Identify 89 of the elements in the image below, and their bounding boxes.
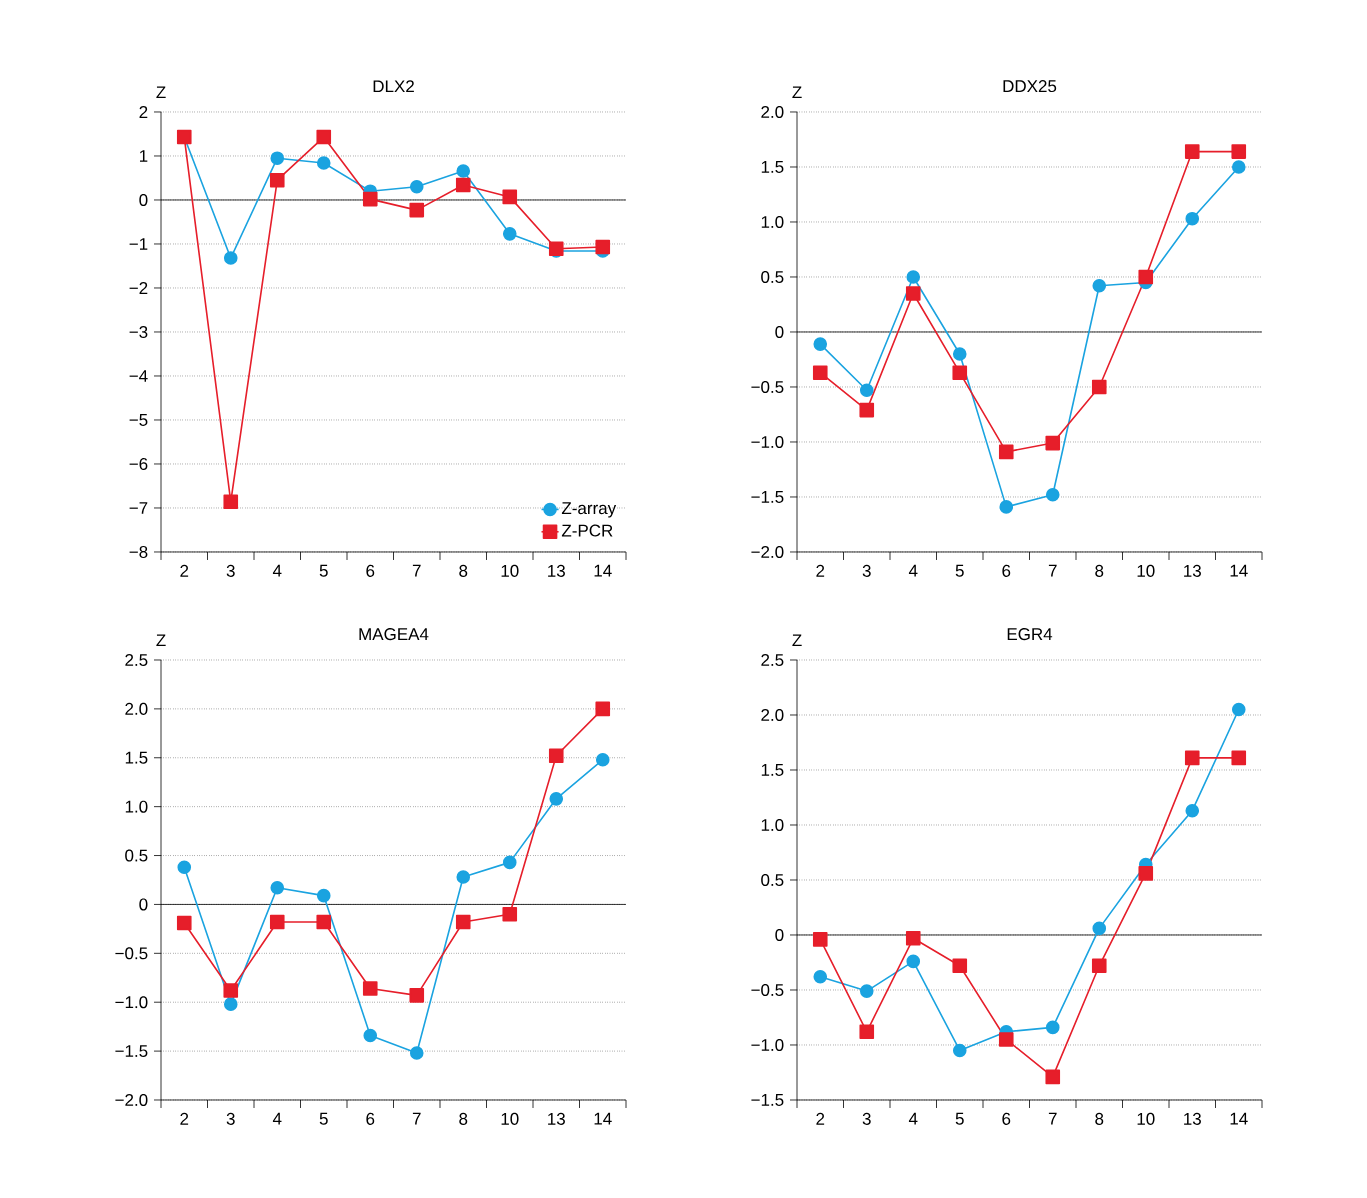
chart-title: DLX2 — [373, 80, 414, 93]
y-tick-label: −0.5 — [751, 380, 784, 394]
y-tick-label: −2.0 — [115, 1093, 148, 1107]
y-tick-label: 2.0 — [761, 708, 784, 722]
x-tick-label: 13 — [1184, 1112, 1201, 1125]
y-tick-label: 1.0 — [761, 215, 784, 229]
y-tick-label: −1 — [129, 238, 148, 250]
chart-title: EGR4 — [1007, 628, 1053, 641]
y-tick-label: −1.5 — [115, 1045, 148, 1058]
x-tick-label: 13 — [548, 1112, 565, 1125]
x-tick-label: 14 — [1230, 1112, 1248, 1125]
y-tick-label: −8 — [129, 545, 148, 559]
y-tick-label: −3 — [129, 325, 148, 339]
y-tick-label: 0 — [775, 928, 784, 942]
x-tick-label: 7 — [412, 1112, 421, 1125]
y-tick-label: −2.0 — [751, 545, 784, 559]
x-tick-label: 6 — [1002, 1112, 1011, 1125]
x-tick-label: 13 — [1184, 564, 1201, 577]
y-tick-label: 2 — [139, 106, 148, 118]
x-tick-label: 3 — [226, 564, 235, 577]
x-tick-label: 8 — [459, 564, 468, 577]
x-tick-label: 3 — [226, 1112, 235, 1125]
x-tick-label: 10 — [501, 564, 519, 577]
y-axis-title: Z — [792, 634, 802, 647]
x-tick-label: 5 — [319, 1112, 328, 1125]
x-tick-label: 6 — [366, 1112, 375, 1125]
y-tick-label: 0 — [775, 325, 784, 339]
x-tick-label: 3 — [862, 1112, 871, 1125]
chart-title: MAGEA4 — [359, 628, 429, 641]
y-tick-label: −4 — [129, 370, 148, 382]
x-tick-label: 3 — [862, 564, 871, 577]
y-tick-label: −0.5 — [115, 947, 148, 960]
y-axis-title: Z — [156, 86, 166, 99]
x-tick-label: 4 — [272, 1112, 282, 1125]
x-tick-label: 8 — [1095, 564, 1104, 577]
y-tick-label: −1.0 — [751, 1038, 784, 1052]
y-tick-label: −1.0 — [751, 435, 784, 449]
y-tick-label: −1.5 — [751, 1094, 784, 1106]
x-tick-label: 14 — [1230, 564, 1248, 577]
y-axis-title: Z — [156, 634, 166, 647]
x-tick-label: 10 — [501, 1112, 519, 1125]
x-tick-label: 5 — [955, 564, 964, 577]
x-tick-label: 14 — [594, 564, 612, 577]
chart-title: DDX25 — [1003, 80, 1057, 93]
x-tick-label: 6 — [366, 564, 375, 577]
x-tick-label: 4 — [908, 1112, 918, 1125]
y-tick-label: 2.0 — [761, 105, 784, 119]
y-tick-label: 0.5 — [761, 873, 784, 887]
y-tick-label: 1.5 — [125, 751, 148, 764]
x-tick-label: 8 — [459, 1112, 468, 1125]
x-tick-label: 2 — [816, 1112, 825, 1125]
y-tick-label: 0.5 — [125, 849, 148, 862]
y-axis-title: Z — [792, 86, 802, 99]
x-tick-label: 2 — [180, 564, 189, 577]
x-tick-label: 4 — [908, 564, 918, 577]
y-tick-label: −5 — [129, 414, 148, 426]
x-tick-label: 8 — [1095, 1112, 1104, 1125]
y-tick-label: 1.0 — [761, 818, 784, 832]
y-tick-label: −2 — [129, 282, 148, 294]
y-tick-label: 1.5 — [761, 161, 784, 173]
y-tick-label: −6 — [129, 457, 148, 471]
y-tick-label: −7 — [129, 502, 148, 514]
y-tick-label: 0 — [139, 193, 148, 206]
y-tick-label: 0.5 — [761, 270, 784, 284]
x-tick-label: 4 — [272, 564, 282, 577]
legend-label: Z-array — [561, 502, 617, 518]
x-tick-label: 7 — [1048, 1112, 1057, 1125]
y-tick-label: −1.0 — [115, 996, 148, 1009]
x-tick-label: 5 — [955, 1112, 964, 1125]
x-tick-label: 2 — [180, 1112, 189, 1125]
x-tick-label: 13 — [548, 564, 565, 577]
y-tick-label: 1 — [139, 150, 148, 162]
x-tick-label: 6 — [1002, 564, 1011, 577]
x-tick-label: 2 — [816, 564, 825, 577]
y-tick-label: 1.0 — [125, 800, 148, 813]
y-tick-label: 1.5 — [761, 764, 784, 776]
y-tick-label: 2.5 — [125, 653, 148, 667]
x-tick-label: 5 — [319, 564, 328, 577]
x-tick-label: 10 — [1137, 564, 1155, 577]
x-tick-label: 7 — [1048, 564, 1057, 577]
y-tick-label: −1.5 — [751, 491, 784, 503]
y-tick-label: 2.0 — [125, 702, 148, 715]
y-tick-label: 2.5 — [761, 653, 784, 667]
y-tick-label: 0 — [139, 898, 148, 911]
x-tick-label: 7 — [412, 564, 421, 577]
legend-label: Z-PCR — [561, 524, 613, 537]
x-tick-label: 10 — [1137, 1112, 1155, 1125]
x-tick-label: 14 — [594, 1112, 612, 1125]
y-tick-label: −0.5 — [751, 983, 784, 997]
